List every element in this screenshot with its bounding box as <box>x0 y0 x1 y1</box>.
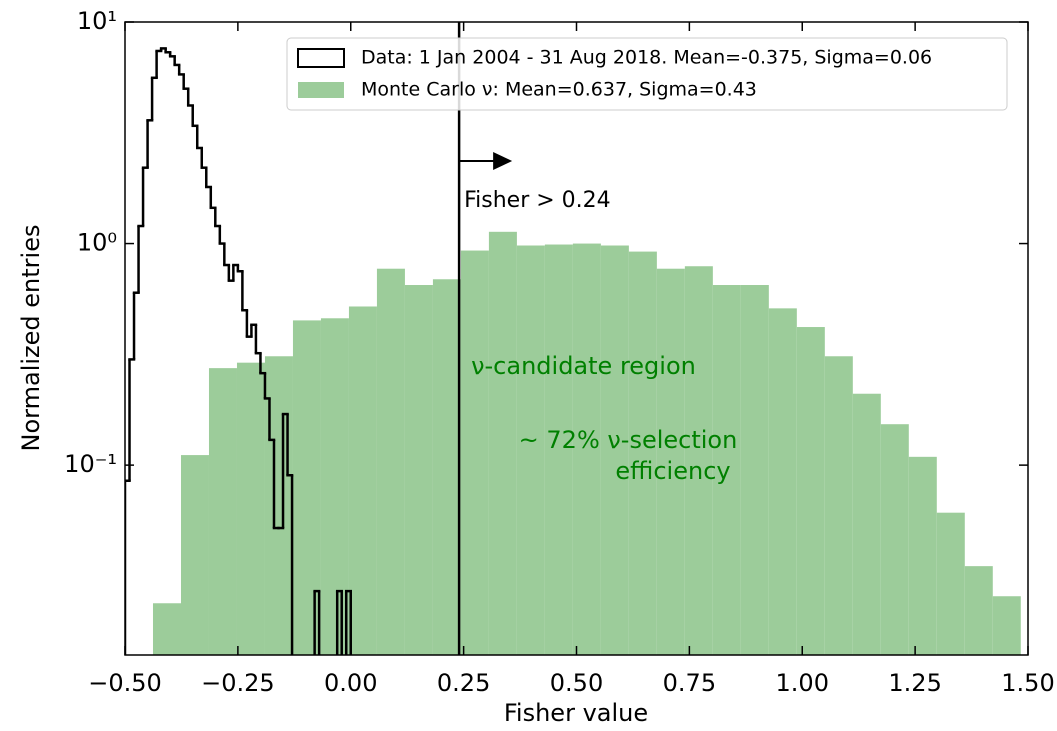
x-tick-label: −0.25 <box>201 669 275 697</box>
mc-bar <box>936 512 965 655</box>
mc-bar <box>516 245 545 655</box>
mc-bar <box>992 596 1021 655</box>
x-tick-label: 0.50 <box>550 669 603 697</box>
plot-area <box>125 47 1021 655</box>
mc-bar <box>824 356 853 655</box>
mc-bar <box>768 308 797 655</box>
y-axis-label: Normalized entries <box>17 225 45 452</box>
efficiency-label: efficiency <box>615 457 730 485</box>
x-tick-label: 0.00 <box>324 669 377 697</box>
mc-bar <box>180 455 209 655</box>
y-tick-label: 10¹ <box>77 7 117 35</box>
x-tick-label: 0.75 <box>663 669 716 697</box>
cut-label: Fisher > 0.24 <box>464 188 611 213</box>
mc-bar <box>628 251 657 655</box>
efficiency-label: ~ 72% ν-selection <box>519 426 738 454</box>
cut-arrow-head <box>493 152 513 170</box>
x-axis-label: Fisher value <box>504 699 648 727</box>
mc-bar <box>740 285 769 655</box>
x-tick-label: 0.25 <box>437 669 490 697</box>
x-tick-label: 1.50 <box>1001 669 1054 697</box>
mc-bar <box>292 320 321 655</box>
region-label: ν-candidate region <box>471 352 696 380</box>
mc-bar <box>684 266 713 655</box>
mc-bar <box>208 368 237 655</box>
mc-bar <box>964 566 993 655</box>
x-tick-label: −0.50 <box>88 669 162 697</box>
y-tick-label: 10⁻¹ <box>64 450 117 478</box>
x-tick-label: 1.25 <box>888 669 941 697</box>
legend-label: Data: 1 Jan 2004 - 31 Aug 2018. Mean=-0.… <box>361 47 932 69</box>
legend-swatch <box>297 48 345 68</box>
mc-bar <box>572 243 601 655</box>
mc-bar <box>488 231 517 655</box>
mc-bar <box>600 245 629 655</box>
y-tick-label: 10⁰ <box>77 229 117 257</box>
mc-bar <box>236 362 265 655</box>
mc-bar <box>404 285 433 655</box>
step-connector <box>125 48 352 655</box>
mc-bar <box>880 424 909 655</box>
mc-bar <box>908 456 937 655</box>
mc-bar <box>152 603 181 655</box>
legend-swatch <box>298 82 344 98</box>
mc-bar <box>712 285 741 655</box>
mc-bar <box>460 250 489 655</box>
mc-bar <box>796 327 825 655</box>
mc-bar <box>320 318 349 655</box>
mc-bar <box>656 268 685 655</box>
mc-bar <box>348 306 377 655</box>
x-tick-label: 1.00 <box>776 669 829 697</box>
mc-bar <box>432 279 461 655</box>
mc-bar <box>852 393 881 655</box>
mc-bar <box>544 244 573 655</box>
legend-box <box>286 37 1008 111</box>
mc-bar <box>376 268 405 655</box>
legend-label: Monte Carlo ν: Mean=0.637, Sigma=0.43 <box>361 79 757 101</box>
